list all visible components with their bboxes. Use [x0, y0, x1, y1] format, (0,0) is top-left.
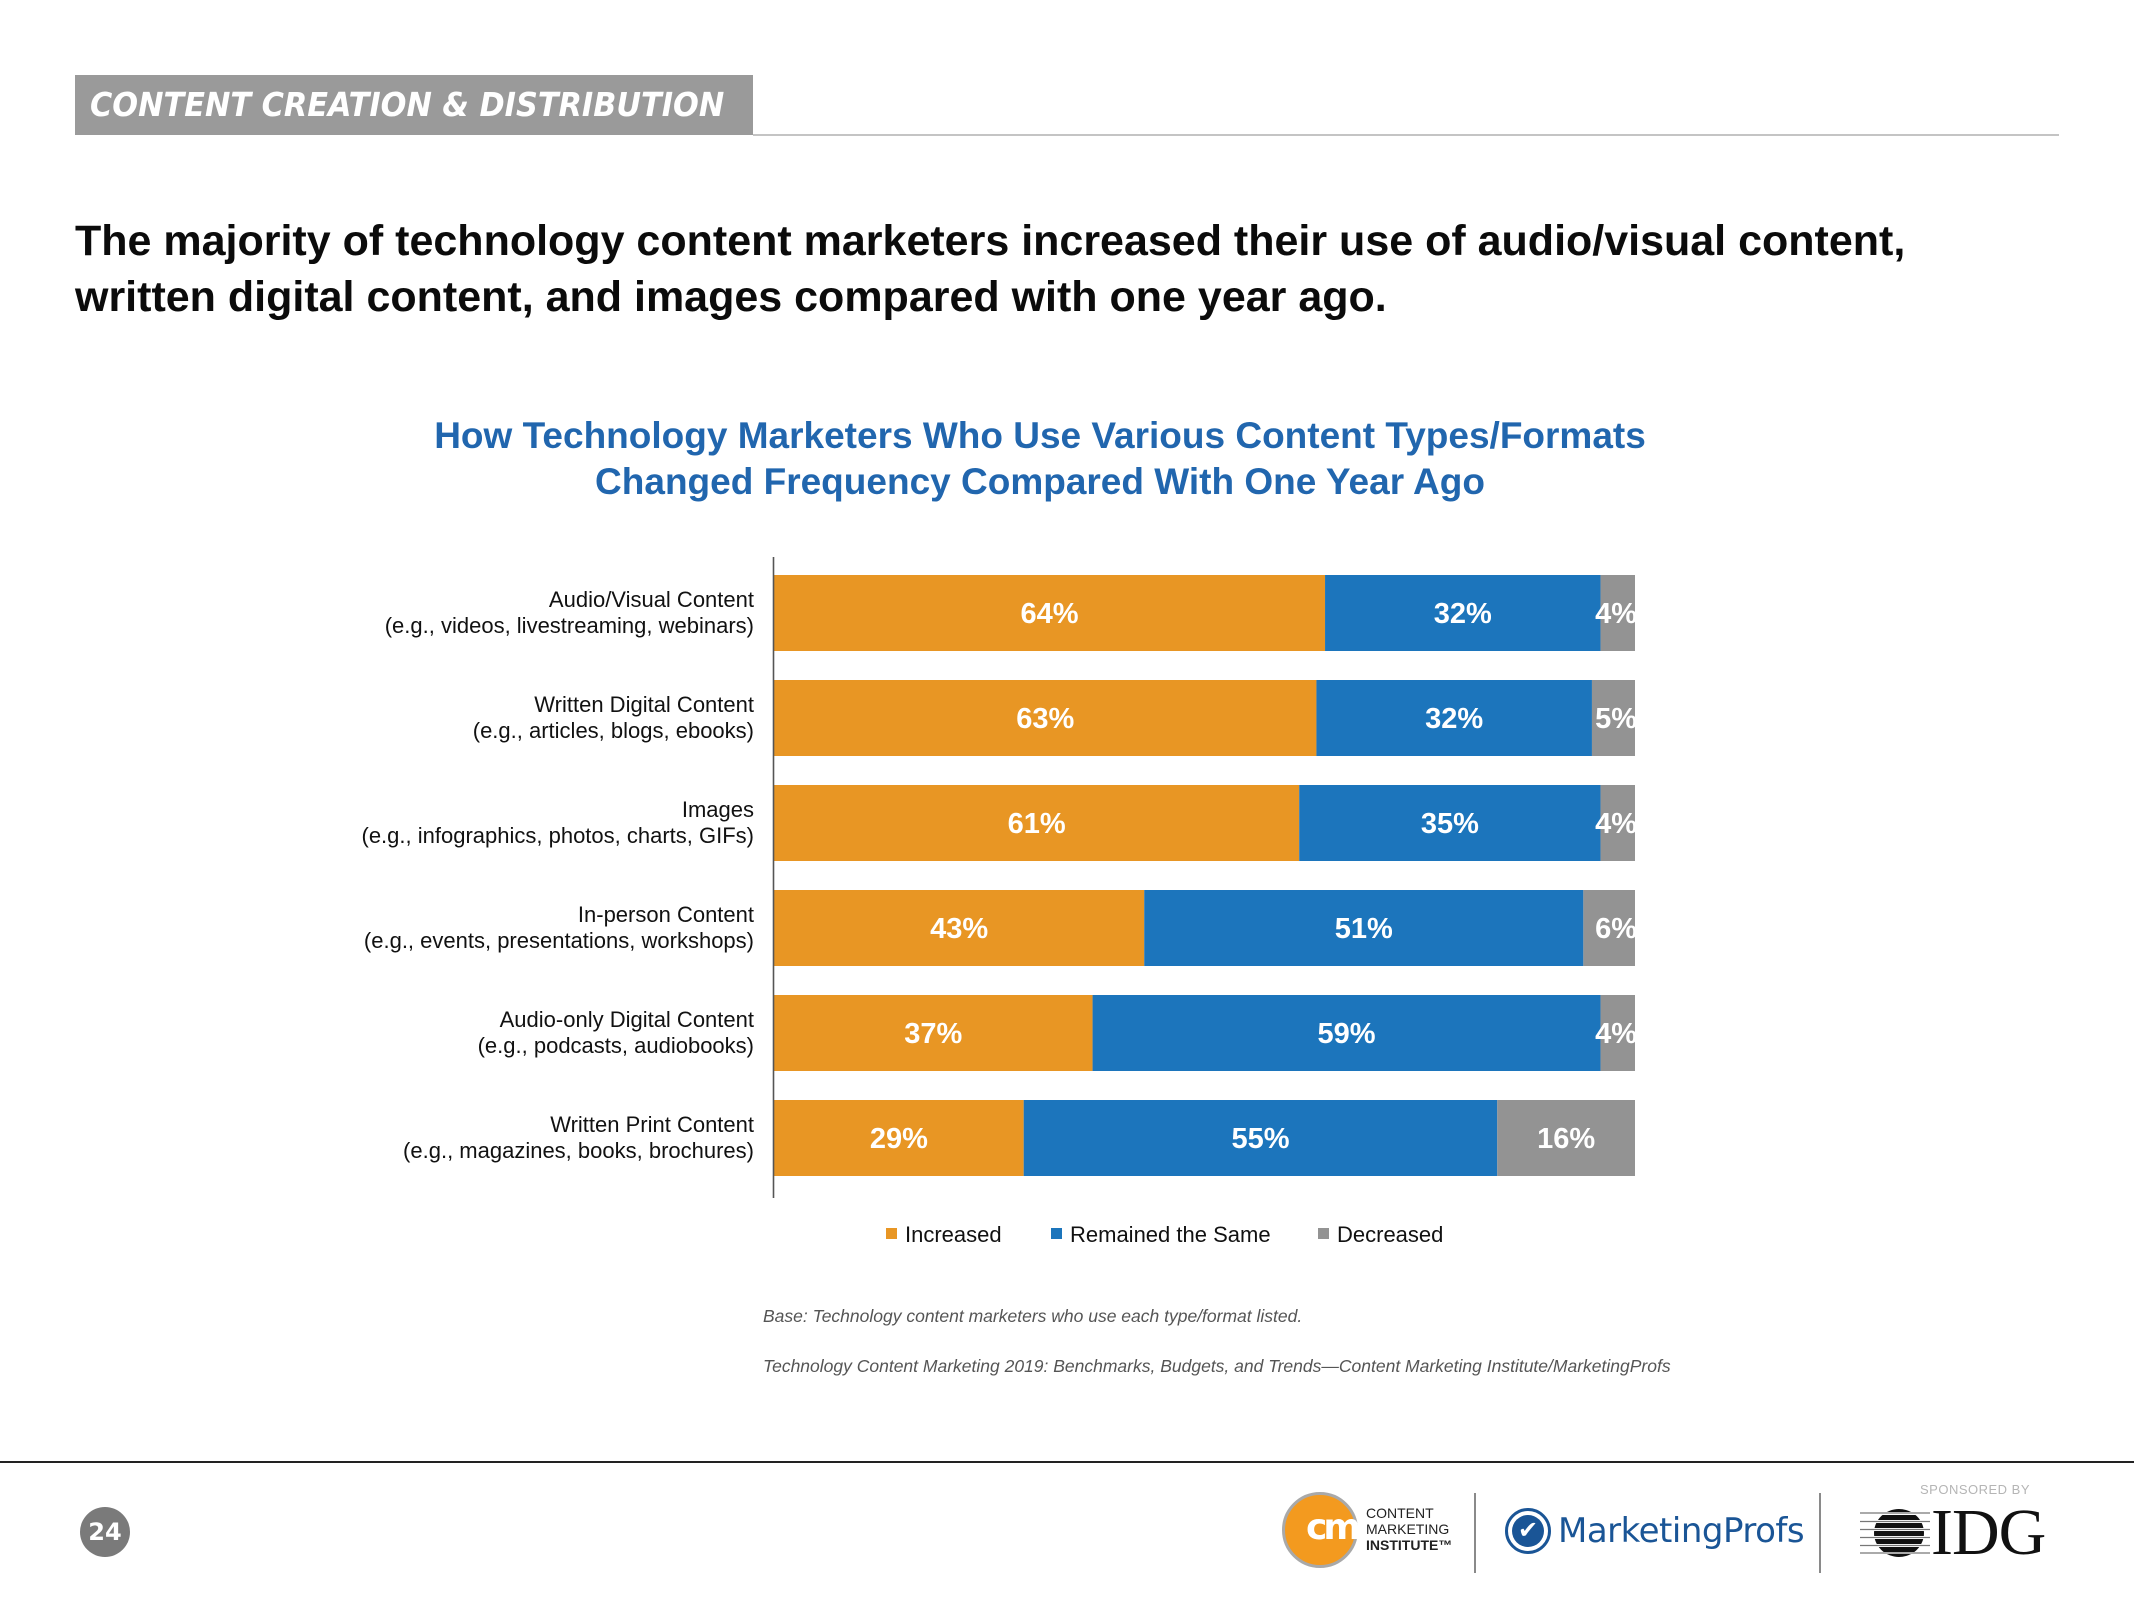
bar-value-label: 4% — [1595, 1018, 1637, 1050]
bar-segment-decreased — [1591, 680, 1635, 756]
legend-label: Remained the Same — [1070, 1222, 1271, 1247]
category-label-examples: (e.g., events, presentations, workshops) — [364, 928, 754, 953]
legend-swatch — [886, 1228, 897, 1239]
bar-value-label: 51% — [1335, 913, 1393, 945]
legend-item: Decreased — [1318, 1222, 1443, 1247]
legend-label: Increased — [905, 1222, 1002, 1247]
cmi-logo-wordmark: CONTENT MARKETING INSTITUTE™ — [1366, 1505, 1452, 1553]
bar-segment-increased — [774, 575, 1326, 651]
bar-value-label: 32% — [1425, 703, 1483, 735]
bird-icon: ✔ — [1518, 1516, 1539, 1544]
bar-segment-remained-the-same — [1325, 575, 1601, 651]
cmi-name-line-1: CONTENT — [1366, 1505, 1434, 1521]
category-label-name: Audio-only Digital Content — [500, 1007, 754, 1032]
idg-logo: IDG — [1931, 1496, 2046, 1569]
legend-item: Remained the Same — [1051, 1222, 1271, 1247]
source-note: Technology Content Marketing 2019: Bench… — [763, 1356, 1671, 1376]
bar-segment-decreased — [1600, 995, 1635, 1071]
bar-segment-decreased — [1600, 785, 1635, 861]
bar-segment-remained-the-same — [1299, 785, 1601, 861]
bar-value-label: 5% — [1595, 703, 1637, 735]
category-label-name: Audio/Visual Content — [549, 587, 754, 612]
footer-divider — [0, 1461, 2134, 1463]
category-label: Images (e.g., infographics, photos, chart… — [362, 797, 755, 848]
bar-value-label: 4% — [1595, 598, 1637, 630]
bar-segment-remained-the-same — [1092, 995, 1601, 1071]
cmi-name-line-3: INSTITUTE™ — [1366, 1537, 1453, 1553]
bar-value-label: 37% — [904, 1018, 962, 1050]
chart-title-line-1: How Technology Marketers Who Use Various… — [434, 415, 1646, 456]
legend-swatch — [1051, 1228, 1062, 1239]
bar-segment-increased — [774, 680, 1317, 756]
bar-segment-remained-the-same — [1316, 680, 1592, 756]
chart-title-line-2: Changed Frequency Compared With One Year… — [595, 461, 1485, 502]
marketingprofs-icon-fill — [1512, 1515, 1544, 1547]
bar-value-label: 4% — [1595, 808, 1637, 840]
bar-segment-increased — [774, 1100, 1024, 1176]
category-label: Written Print Content (e.g., magazines, b… — [403, 1112, 754, 1163]
cmi-name-line-2: MARKETING — [1366, 1521, 1450, 1537]
section-banner — [75, 75, 753, 135]
bar-value-label: 63% — [1016, 703, 1074, 735]
category-label: Audio-only Digital Content (e.g., podcast… — [478, 1007, 754, 1058]
category-label-examples: (e.g., podcasts, audiobooks) — [478, 1033, 754, 1058]
bar-value-label: 43% — [930, 913, 988, 945]
bar-segment-remained-the-same — [1144, 890, 1584, 966]
bars-layer: 64% 32% 4% 63% 32% 5% 61% 35% 4% 43% 51% 6% 37% 59% 4%… — [774, 575, 1637, 1176]
category-label-examples: (e.g., magazines, books, brochures) — [403, 1138, 754, 1163]
bar-segment-increased — [774, 995, 1093, 1071]
legend: Increased Remained the Same Decreased — [886, 1222, 1443, 1247]
bar-segment-decreased — [1583, 890, 1635, 966]
logo-divider — [1819, 1493, 1821, 1573]
bar-value-label: 6% — [1595, 913, 1637, 945]
page-number-badge: 24 — [80, 1507, 130, 1557]
headline: The majority of technology content marke… — [75, 213, 2035, 325]
chart-title: How Technology Marketers Who Use Various… — [300, 413, 1780, 505]
bar-segment-increased — [774, 785, 1300, 861]
bar-value-label: 16% — [1537, 1123, 1595, 1155]
headline-line-1: The majority of technology content marke… — [75, 217, 1906, 265]
cmi-logo-mark: cm — [1306, 1507, 1361, 1548]
bar-segment-remained-the-same — [1023, 1100, 1498, 1176]
header-divider — [753, 134, 2059, 136]
legend-item: Increased — [886, 1222, 1002, 1247]
bar-segment-decreased — [1497, 1100, 1635, 1176]
sponsored-by-label: SPONSORED BY — [1920, 1482, 2031, 1497]
category-label-examples: (e.g., videos, livestreaming, webinars) — [385, 613, 754, 638]
category-label-name: Images — [682, 797, 754, 822]
legend-label: Decreased — [1337, 1222, 1443, 1247]
bar-value-label: 29% — [870, 1123, 928, 1155]
section-banner-title: CONTENT CREATION & DISTRIBUTION — [90, 85, 725, 124]
bar-value-label: 32% — [1434, 598, 1492, 630]
category-label-name: In-person Content — [578, 902, 754, 927]
cmi-logo-icon — [1282, 1492, 1358, 1568]
bar-segment-increased — [774, 890, 1145, 966]
category-label-examples: (e.g., infographics, photos, charts, GIF… — [362, 823, 755, 848]
category-label-name: Written Digital Content — [534, 692, 754, 717]
idg-globe-icon — [1860, 1509, 1930, 1557]
marketingprofs-bird-icon — [1505, 1508, 1551, 1554]
category-label-examples: (e.g., articles, blogs, ebooks) — [473, 718, 754, 743]
bar-segment-decreased — [1600, 575, 1635, 651]
category-label: Audio/Visual Content (e.g., videos, lives… — [385, 587, 754, 638]
logo-divider — [1474, 1493, 1476, 1573]
bar-value-label: 61% — [1008, 808, 1066, 840]
legend-swatch — [1318, 1228, 1329, 1239]
bar-value-label: 55% — [1231, 1123, 1289, 1155]
base-note: Base: Technology content marketers who u… — [763, 1306, 1303, 1326]
category-labels-layer: Audio/Visual Content (e.g., videos, lives… — [362, 587, 755, 1163]
headline-line-2: written digital content, and images comp… — [75, 273, 1387, 321]
bar-value-label: 35% — [1421, 808, 1479, 840]
category-label: In-person Content (e.g., events, presenta… — [364, 902, 754, 953]
bar-value-label: 59% — [1318, 1018, 1376, 1050]
bar-value-label: 64% — [1020, 598, 1078, 630]
category-label: Written Digital Content (e.g., articles, … — [473, 692, 754, 743]
marketingprofs-logo: MarketingProfs — [1558, 1511, 1805, 1551]
category-label-name: Written Print Content — [550, 1112, 754, 1137]
